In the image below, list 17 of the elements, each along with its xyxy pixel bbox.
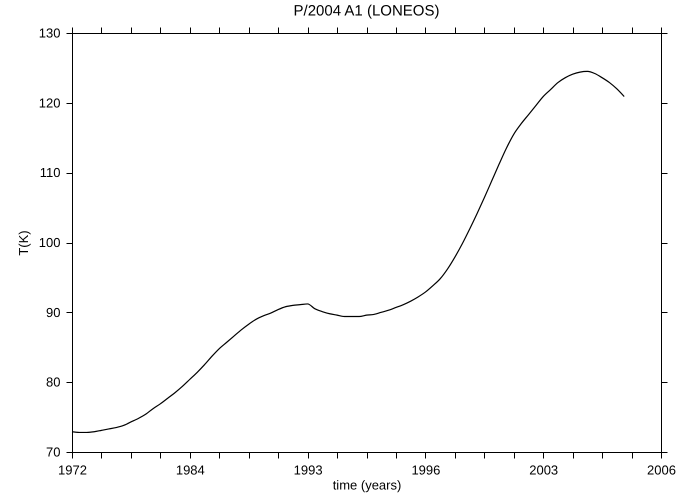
x-axis-title: time (years) [332,478,402,492]
x-tick-label: 1972 [58,462,87,478]
x-tick-label: 1993 [294,462,323,478]
y-tick-label: 110 [40,165,60,180]
x-tick-label: 2006 [647,462,676,478]
y-tick-label: 120 [38,95,60,110]
line-series [71,70,625,434]
y-tick-label: 100 [38,235,60,250]
y-tick-label: 90 [46,304,60,320]
chart-title: P/2004 A1 (LONEOS) [294,2,440,20]
x-tick-label: 2003 [529,462,558,478]
y-axis-title: T(K) [16,230,31,256]
x-tick-label: 1996 [411,462,440,478]
x-tick-label: 1984 [176,462,205,478]
y-tick-label: 80 [46,374,60,390]
y-tick-label: 70 [46,444,60,460]
y-tick-label: 130 [38,26,60,40]
